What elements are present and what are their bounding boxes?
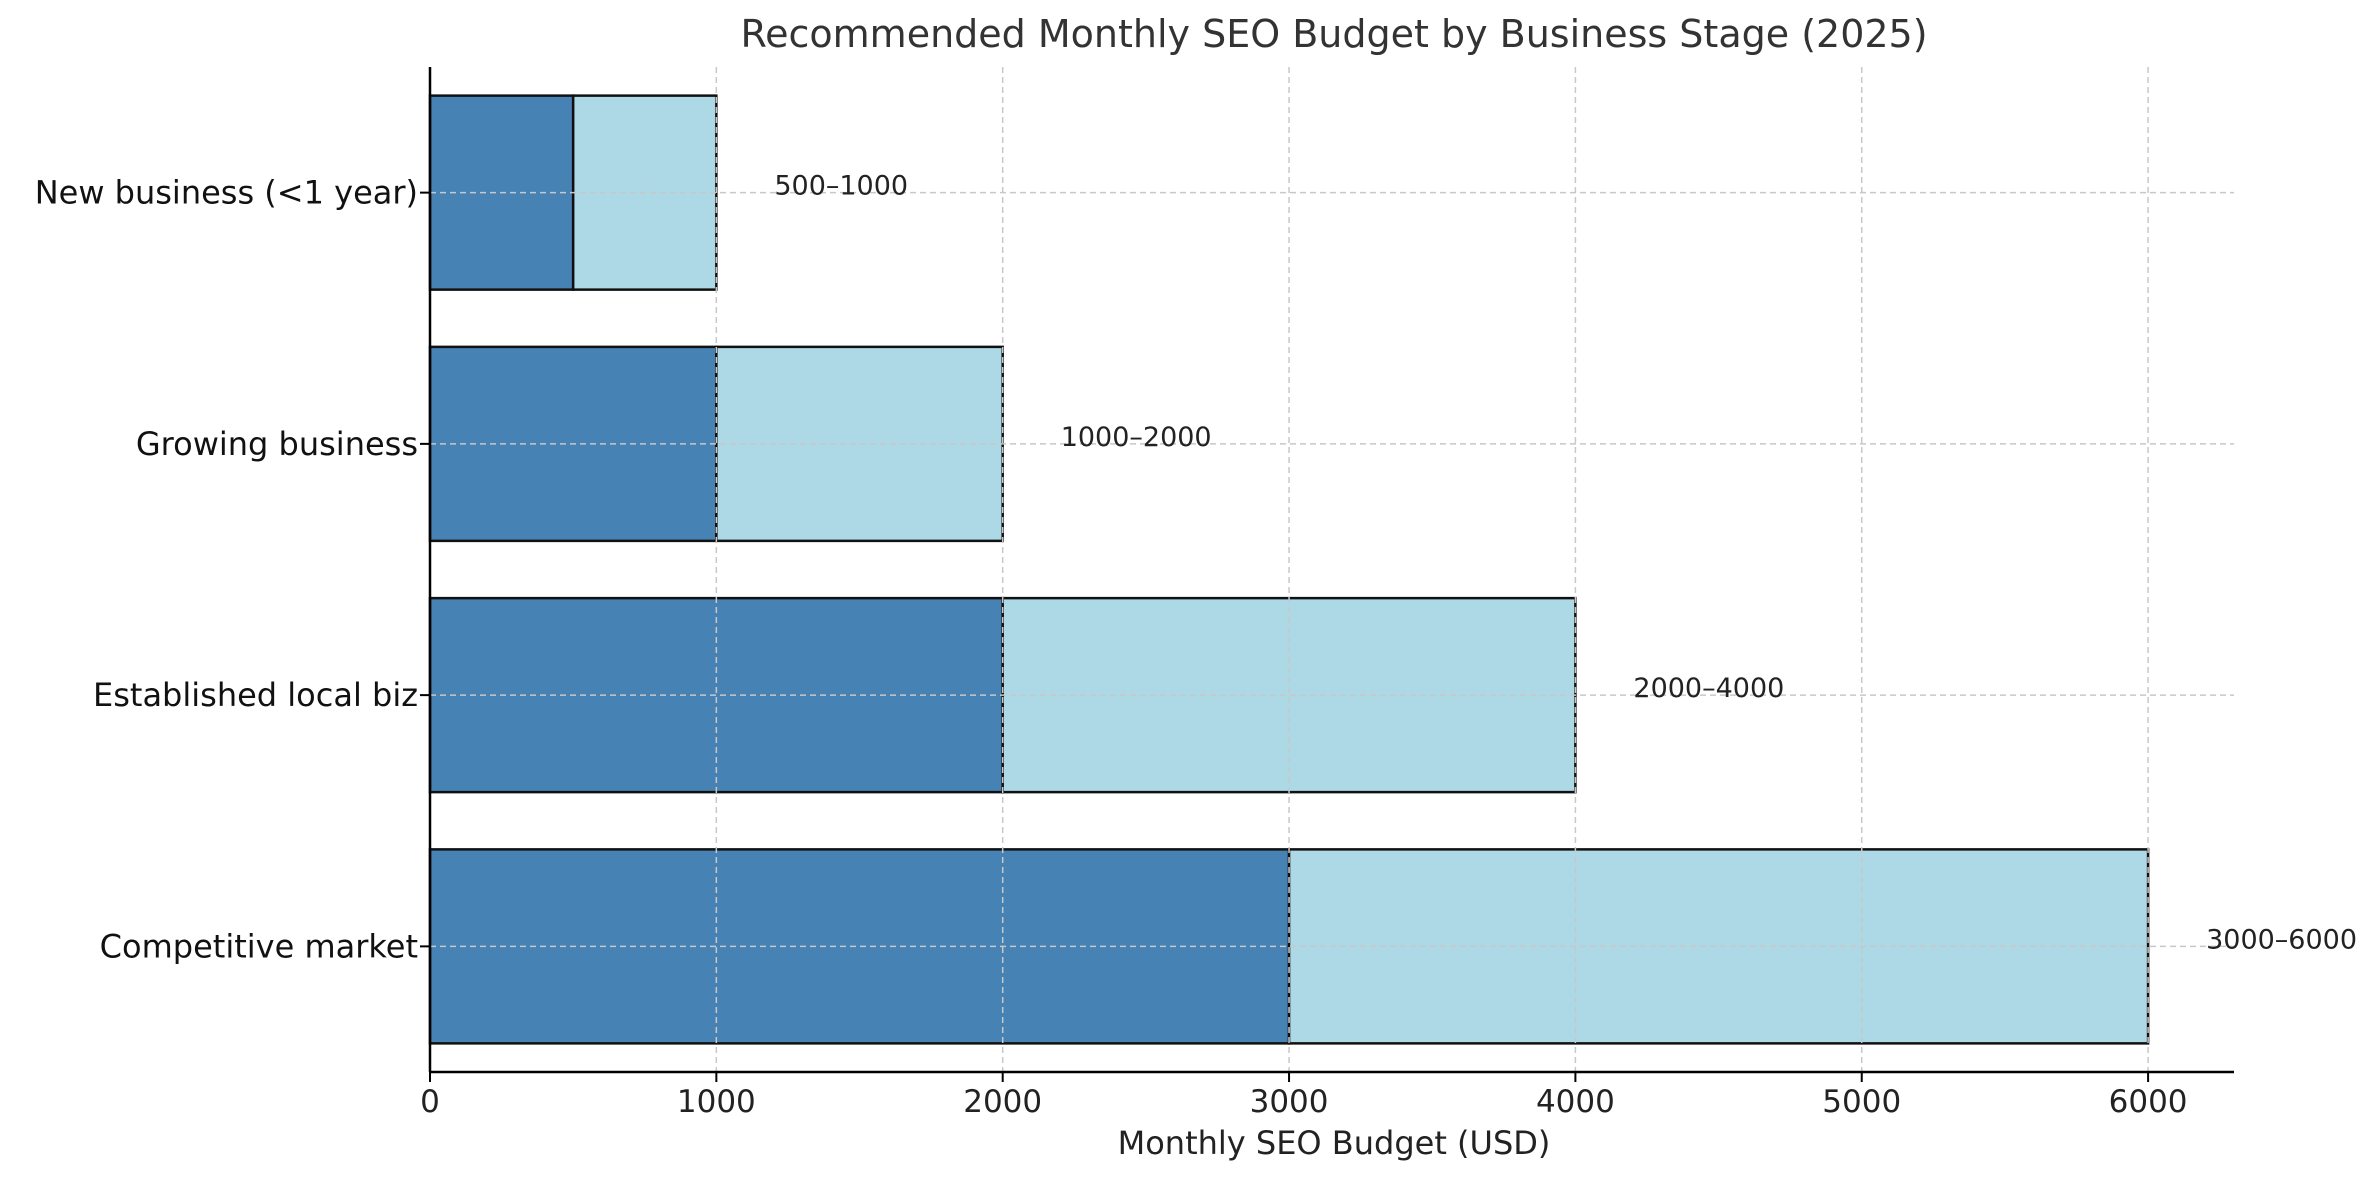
y-tick-label: New business (<1 year) [35, 174, 418, 212]
range-label: 500–1000 [774, 171, 908, 202]
x-tick-label: 5000 [1822, 1084, 1901, 1120]
labels: 0 1000 2000 3000 4000 5000 6000 New business (<… [35, 171, 2357, 1120]
range-label: 1000–2000 [1061, 422, 1212, 453]
y-tick-label: Established local biz [93, 676, 418, 714]
x-tick-label: 0 [420, 1084, 440, 1120]
y-tick-label: Competitive market [100, 927, 418, 965]
range-label: 3000–6000 [2206, 924, 2357, 955]
chart-title: Recommended Monthly SEO Budget by Busine… [740, 12, 1927, 56]
x-tick-label: 2000 [963, 1084, 1042, 1120]
grid-lines [430, 67, 2234, 1072]
x-tick-label: 4000 [1536, 1084, 1615, 1120]
bar-segment-max-1 [715, 345, 1004, 543]
bar-segment-max-3 [1287, 848, 2150, 1045]
x-tick-label: 1000 [677, 1084, 756, 1120]
range-label: 2000–4000 [1633, 673, 1784, 704]
x-tick-label: 6000 [2109, 1084, 2188, 1120]
axes [420, 67, 2234, 1082]
y-tick-label: Growing business [136, 425, 418, 463]
x-axis-label: Monthly SEO Budget (USD) [1118, 1124, 1551, 1162]
x-tick-label: 3000 [1250, 1084, 1329, 1120]
